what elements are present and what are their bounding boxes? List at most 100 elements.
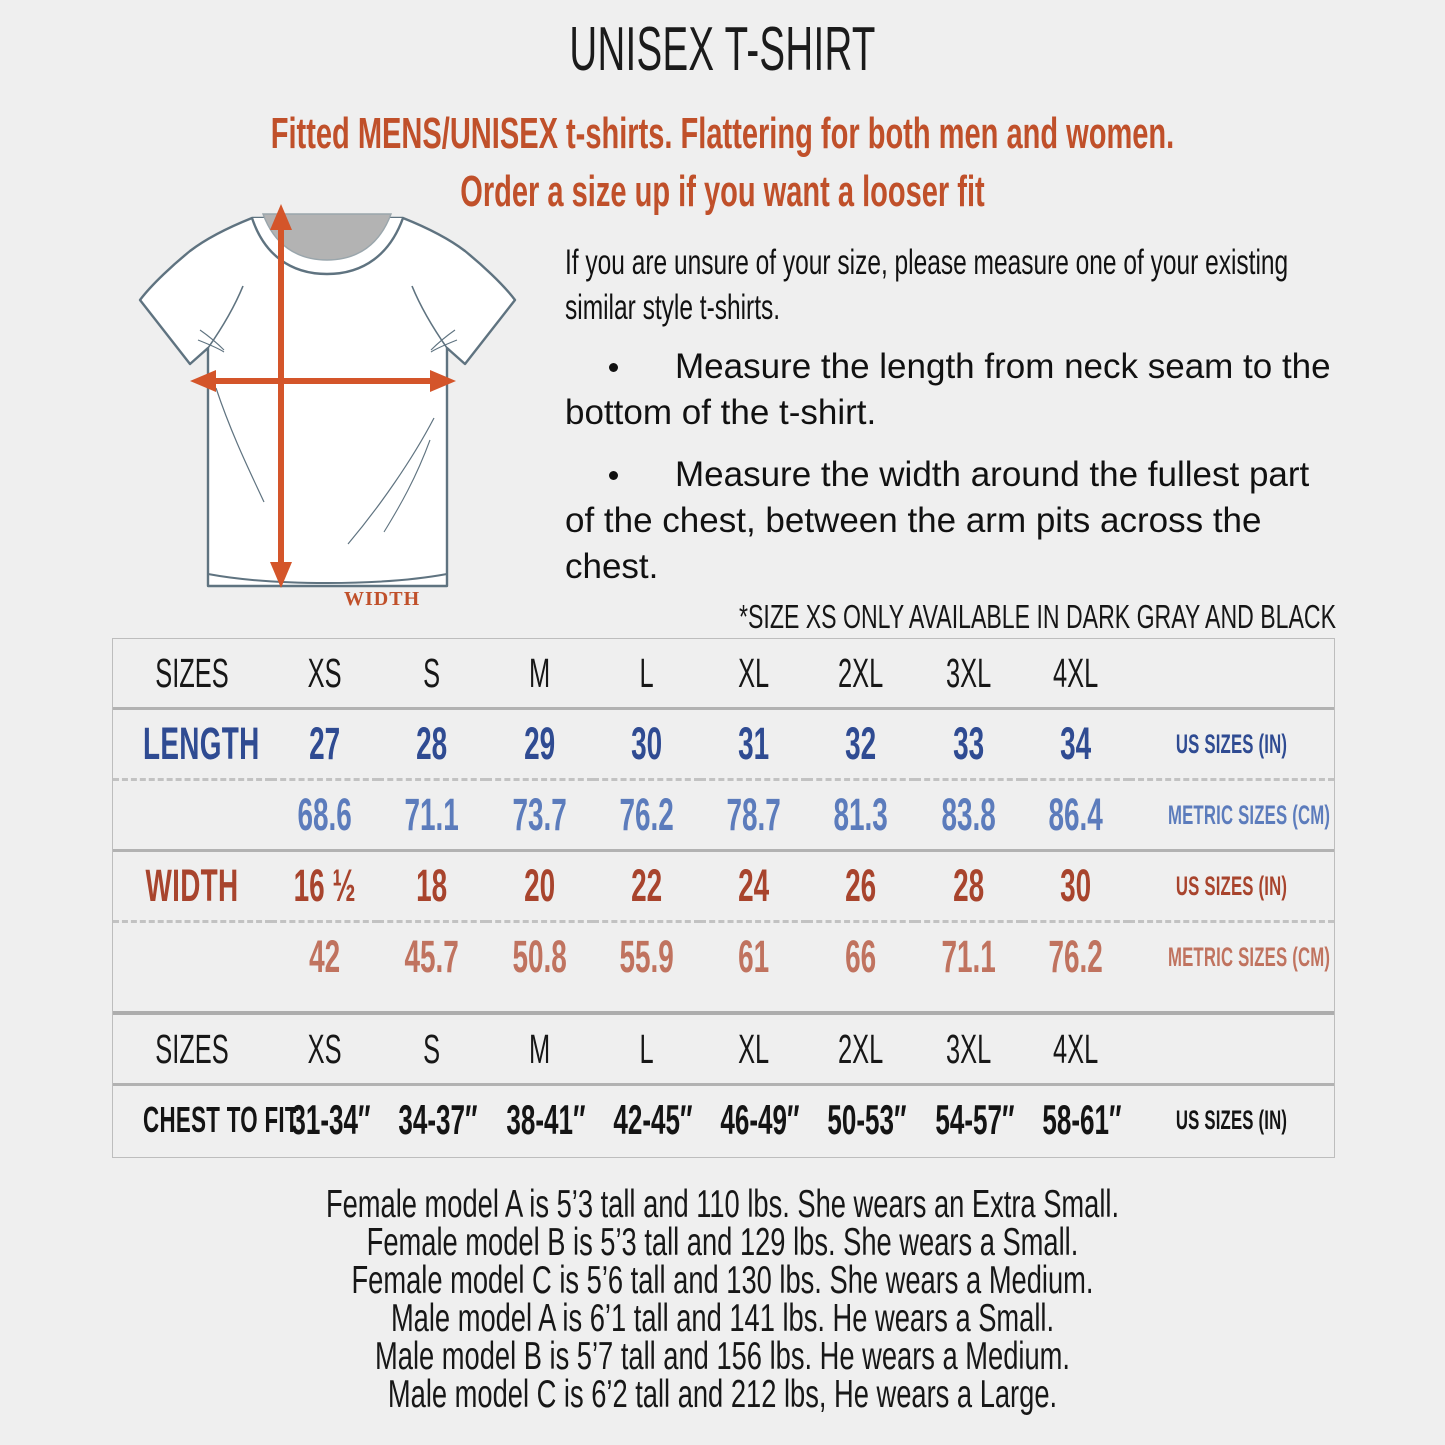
table-cell: 68.6	[271, 778, 379, 851]
model-notes: Female model A is 5’3 tall and 110 lbs. …	[0, 1183, 1445, 1416]
row-unit-label: METRIC SIZES (CM)	[1129, 778, 1334, 851]
instruction-text: Measure the width around the fullest par…	[565, 455, 1310, 586]
table-cell: 42-45″	[592, 1083, 700, 1154]
table-cell: 29	[485, 707, 593, 780]
table-cell: 76.2	[592, 778, 700, 851]
size-col-l: L	[592, 1011, 700, 1085]
table-cell: 45.7	[378, 920, 486, 991]
table-cell: 66	[807, 920, 915, 991]
row-unit-label: METRIC SIZES (CM)	[1129, 920, 1334, 991]
table-cell: 71.1	[914, 920, 1022, 991]
table-cell: 46-49″	[700, 1083, 808, 1154]
table-row: SIZES XS S M L XL 2XL 3XL 4XL	[113, 1011, 1334, 1085]
table-cell: 38-41″	[485, 1083, 593, 1154]
table-cell: 81.3	[807, 778, 915, 851]
table-cell: 71.1	[378, 778, 486, 851]
table-cell: 76.2	[1021, 920, 1129, 991]
measuring-instructions: If you are unsure of your size, please m…	[565, 240, 1335, 606]
tshirt-diagram: WIDTH LENGTH	[112, 196, 542, 758]
table-cell: 26	[807, 849, 915, 922]
row-label-empty	[113, 778, 271, 851]
table-cell: 83.8	[914, 778, 1022, 851]
sizes-header-cell: SIZES	[155, 649, 229, 696]
bullet-icon	[609, 471, 618, 480]
model-note-line: Male model A is 6’1 tall and 141 lbs. He…	[390, 1297, 1055, 1340]
page-title: UNISEX T-SHIRT	[569, 15, 876, 84]
instruction-text: Measure the length from neck seam to the…	[565, 347, 1331, 432]
table-row: SIZES XS S M L XL 2XL 3XL 4XL	[113, 639, 1334, 709]
size-col-xl: XL	[738, 649, 770, 696]
model-note-line: Male model C is 6’2 tall and 212 lbs, He…	[387, 1373, 1058, 1416]
list-item: Measure the width around the fullest par…	[565, 452, 1335, 590]
size-col-3xl: 3XL	[914, 1011, 1022, 1085]
model-note-line: Female model B is 5’3 tall and 129 lbs. …	[366, 1221, 1079, 1264]
table-row-width-cm: 42 45.7 50.8 55.9 61 66 71.1 76.2 METRIC…	[113, 920, 1334, 991]
model-note-line: Male model B is 5’7 tall and 156 lbs. He…	[375, 1335, 1070, 1378]
size-col-s: S	[423, 649, 441, 696]
subtitle-line-2: Order a size up if you want a looser fit	[460, 167, 985, 216]
table-cell: 30	[592, 707, 700, 780]
row-unit-label: US SIZES (IN)	[1129, 707, 1334, 780]
table-cell: 54-57″	[914, 1083, 1022, 1154]
table-cell: 78.7	[700, 778, 808, 851]
subtitle-line-1: Fitted MENS/UNISEX t-shirts. Flattering …	[270, 109, 1175, 158]
xs-availability-note: *SIZE XS ONLY AVAILABLE IN DARK GRAY AND…	[739, 598, 1336, 635]
table-cell: 42	[271, 920, 379, 991]
table-cell: 73.7	[485, 778, 593, 851]
table-cell: 50.8	[485, 920, 593, 991]
size-col-m: M	[485, 1011, 593, 1085]
instructions-list: Measure the length from neck seam to the…	[565, 344, 1335, 590]
table-spacer	[113, 991, 1334, 1013]
size-col-2xl: 2XL	[807, 1011, 915, 1085]
row-label-length: LENGTH	[113, 707, 271, 780]
size-col-2xl: 2XL	[838, 649, 884, 696]
size-table: SIZES XS S M L XL 2XL 3XL 4XL LENGTH 27 …	[113, 639, 1334, 1154]
table-cell: 22	[592, 849, 700, 922]
table-row-length-cm: 68.6 71.1 73.7 76.2 78.7 81.3 83.8 86.4 …	[113, 778, 1334, 851]
size-table-container: SIZES XS S M L XL 2XL 3XL 4XL LENGTH 27 …	[112, 638, 1335, 1158]
table-cell: 55.9	[592, 920, 700, 991]
model-note-line: Female model A is 5’3 tall and 110 lbs. …	[325, 1183, 1120, 1226]
page-subtitle: Fitted MENS/UNISEX t-shirts. Flattering …	[246, 105, 1200, 221]
list-item: Measure the length from neck seam to the…	[565, 344, 1335, 436]
unit-col-header	[1129, 1011, 1334, 1085]
row-unit-label: US SIZES (IN)	[1129, 1083, 1334, 1154]
size-col-4xl: 4XL	[1021, 1011, 1129, 1085]
model-note-line: Female model C is 5’6 tall and 130 lbs. …	[351, 1259, 1094, 1302]
table-cell: 32	[807, 707, 915, 780]
size-col-l: L	[639, 649, 654, 696]
table-cell: 31	[700, 707, 808, 780]
table-cell: 58-61″	[1021, 1083, 1129, 1154]
table-cell: 34-37″	[378, 1083, 486, 1154]
table-row-chest-to-fit: CHEST TO FIT 31-34″ 34-37″ 38-41″ 42-45″…	[113, 1083, 1334, 1154]
sizes-header-cell-2: SIZES	[113, 1011, 271, 1085]
table-row-width-in: WIDTH 16 ½ 18 20 22 24 26 28 30 US SIZES…	[113, 849, 1334, 922]
unit-col-header	[1129, 639, 1334, 709]
instructions-intro: If you are unsure of your size, please m…	[565, 243, 1289, 327]
table-cell: 61	[700, 920, 808, 991]
table-cell: 28	[914, 849, 1022, 922]
bullet-icon	[609, 363, 618, 372]
row-unit-label: US SIZES (IN)	[1129, 849, 1334, 922]
table-row-length-in: LENGTH 27 28 29 30 31 32 33 34 US SIZES …	[113, 707, 1334, 780]
table-cell: 20	[485, 849, 593, 922]
row-label-width: WIDTH	[113, 849, 271, 922]
width-label: WIDTH	[344, 588, 421, 610]
table-cell: 34	[1021, 707, 1129, 780]
table-cell: 24	[700, 849, 808, 922]
row-label-empty	[113, 920, 271, 991]
table-cell: 30	[1021, 849, 1129, 922]
size-col-s: S	[378, 1011, 486, 1085]
size-col-xl: XL	[700, 1011, 808, 1085]
table-cell: 50-53″	[807, 1083, 915, 1154]
table-cell: 31-34″	[271, 1083, 379, 1154]
size-col-xs: XS	[307, 649, 342, 696]
size-col-3xl: 3XL	[945, 649, 991, 696]
table-cell: 27	[271, 707, 379, 780]
table-cell: 86.4	[1021, 778, 1129, 851]
table-cell: 18	[378, 849, 486, 922]
table-cell: 16 ½	[271, 849, 379, 922]
size-col-4xl: 4XL	[1052, 649, 1098, 696]
tshirt-illustration-svg	[138, 204, 517, 588]
